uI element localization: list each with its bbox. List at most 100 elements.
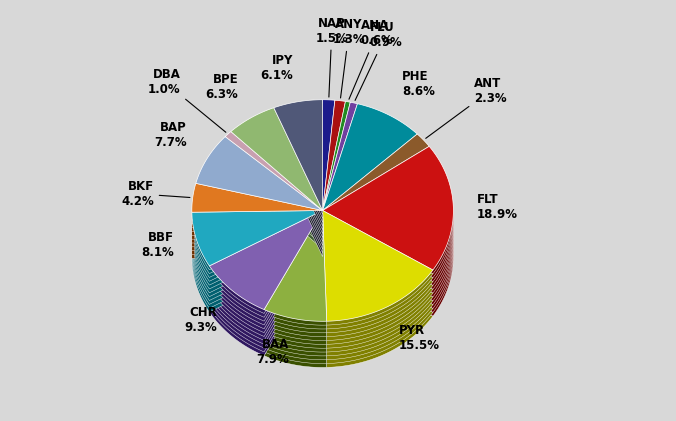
Polygon shape (264, 210, 327, 321)
Polygon shape (322, 222, 433, 333)
Polygon shape (322, 121, 358, 230)
Polygon shape (322, 173, 429, 249)
Polygon shape (192, 230, 322, 285)
Polygon shape (322, 147, 345, 257)
Polygon shape (274, 115, 322, 226)
Text: PYR
15.5%: PYR 15.5% (399, 324, 440, 352)
Polygon shape (322, 128, 350, 237)
Polygon shape (264, 218, 327, 329)
Polygon shape (192, 226, 322, 281)
Polygon shape (322, 129, 358, 237)
Polygon shape (322, 111, 335, 222)
Polygon shape (322, 110, 358, 218)
Polygon shape (196, 171, 322, 245)
Polygon shape (196, 136, 322, 210)
Polygon shape (322, 245, 433, 356)
Polygon shape (192, 187, 322, 216)
Polygon shape (225, 131, 322, 210)
Polygon shape (322, 165, 429, 241)
Polygon shape (322, 138, 429, 214)
Polygon shape (274, 138, 322, 249)
Polygon shape (322, 102, 358, 210)
Polygon shape (322, 114, 358, 222)
Polygon shape (192, 203, 322, 232)
Polygon shape (225, 174, 322, 253)
Polygon shape (322, 210, 433, 321)
Text: BPE
6.3%: BPE 6.3% (206, 73, 238, 101)
Polygon shape (264, 234, 327, 344)
Polygon shape (322, 135, 345, 245)
Polygon shape (274, 100, 322, 210)
Polygon shape (322, 234, 433, 344)
Text: FLU
0.9%: FLU 0.9% (355, 21, 402, 101)
Polygon shape (196, 141, 322, 214)
Polygon shape (322, 112, 417, 218)
Polygon shape (322, 150, 454, 274)
Polygon shape (322, 125, 350, 234)
Polygon shape (264, 226, 327, 337)
Polygon shape (196, 160, 322, 234)
Polygon shape (225, 147, 322, 226)
Polygon shape (192, 218, 322, 247)
Polygon shape (322, 132, 350, 241)
Polygon shape (192, 249, 322, 304)
Text: BBF
8.1%: BBF 8.1% (141, 231, 174, 259)
Polygon shape (274, 134, 322, 245)
Polygon shape (322, 176, 429, 253)
Polygon shape (322, 146, 417, 253)
Polygon shape (322, 249, 433, 360)
Polygon shape (196, 152, 322, 226)
Polygon shape (264, 237, 327, 348)
Polygon shape (322, 148, 350, 257)
Polygon shape (210, 226, 322, 325)
Polygon shape (264, 249, 327, 360)
Polygon shape (210, 210, 322, 309)
Polygon shape (322, 140, 350, 249)
Polygon shape (322, 125, 358, 234)
Polygon shape (210, 234, 322, 333)
Polygon shape (210, 230, 322, 329)
Text: CHR
9.3%: CHR 9.3% (184, 306, 217, 334)
Polygon shape (322, 144, 358, 253)
Polygon shape (322, 131, 417, 237)
Polygon shape (225, 158, 322, 237)
Polygon shape (322, 106, 358, 214)
Polygon shape (322, 105, 350, 214)
Polygon shape (322, 142, 335, 253)
Polygon shape (322, 139, 417, 245)
Text: BAA
7.9%: BAA 7.9% (257, 338, 289, 366)
Polygon shape (322, 177, 454, 301)
Text: DBA
1.0%: DBA 1.0% (148, 68, 226, 132)
Polygon shape (192, 191, 322, 220)
Polygon shape (322, 119, 335, 230)
Polygon shape (322, 146, 429, 222)
Polygon shape (225, 143, 322, 222)
Polygon shape (210, 222, 322, 321)
Polygon shape (192, 206, 322, 235)
Text: IPY
6.1%: IPY 6.1% (260, 54, 293, 82)
Polygon shape (192, 214, 322, 270)
Polygon shape (264, 214, 327, 325)
Polygon shape (274, 146, 322, 257)
Polygon shape (322, 100, 345, 210)
Polygon shape (231, 131, 322, 234)
Polygon shape (322, 120, 345, 230)
Polygon shape (322, 121, 350, 230)
Polygon shape (322, 150, 417, 257)
Polygon shape (225, 170, 322, 249)
Polygon shape (274, 123, 322, 234)
Polygon shape (274, 142, 322, 253)
Polygon shape (322, 253, 433, 364)
Polygon shape (322, 107, 417, 214)
Polygon shape (322, 107, 335, 218)
Polygon shape (192, 199, 322, 228)
Polygon shape (196, 156, 322, 230)
Polygon shape (322, 133, 358, 241)
Text: PHE
8.6%: PHE 8.6% (402, 70, 435, 99)
Polygon shape (322, 241, 433, 352)
Polygon shape (274, 111, 322, 222)
Polygon shape (322, 113, 350, 222)
Polygon shape (264, 222, 327, 333)
Polygon shape (274, 107, 322, 218)
Polygon shape (231, 112, 322, 214)
